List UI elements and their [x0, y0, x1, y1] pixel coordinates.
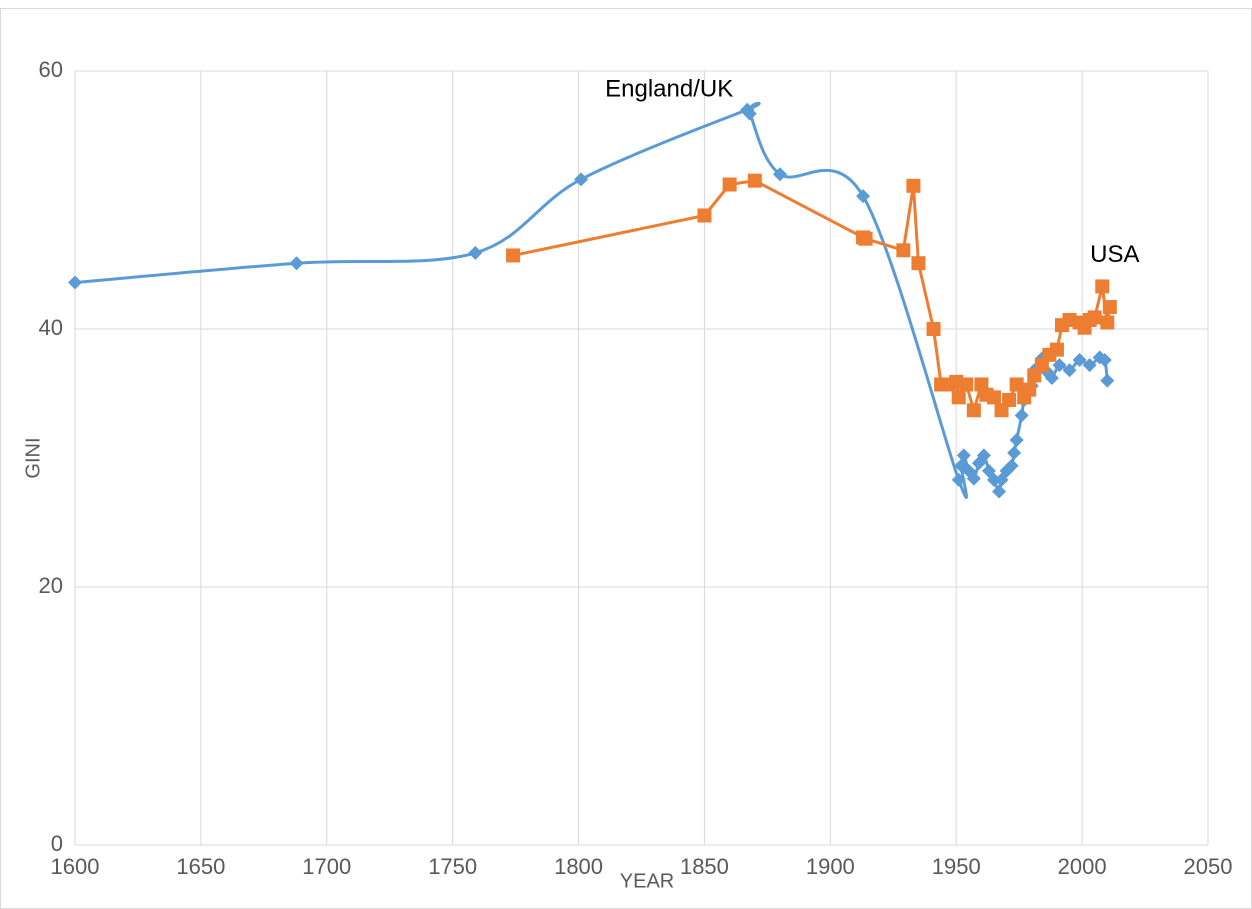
data-point	[1062, 363, 1077, 378]
data-point	[1097, 352, 1112, 367]
y-tick-label: 60	[39, 57, 63, 82]
chart-frame	[0, 8, 1252, 909]
data-point	[986, 472, 1001, 487]
data-point	[1102, 300, 1117, 315]
data-point	[976, 448, 991, 463]
data-point	[856, 189, 871, 204]
data-point	[966, 403, 981, 418]
annotation: England/UK	[605, 76, 733, 103]
data-point	[1014, 408, 1029, 423]
x-tick-label: 1950	[932, 854, 981, 879]
data-point	[697, 208, 712, 223]
data-point	[951, 472, 966, 487]
data-point	[68, 275, 82, 290]
data-point	[926, 322, 941, 336]
x-tick-label: 1750	[428, 854, 477, 879]
y-axis-title: GINI	[22, 437, 44, 478]
data-point	[1100, 315, 1115, 330]
x-tick-label: 1600	[51, 854, 100, 879]
data-point	[994, 472, 1009, 487]
data-point	[981, 463, 996, 478]
data-point	[1095, 279, 1110, 294]
data-point	[896, 243, 911, 258]
data-point	[992, 484, 1007, 499]
data-point	[1082, 358, 1097, 373]
x-tick-label: 2050	[1184, 854, 1233, 879]
data-point	[1002, 392, 1017, 407]
x-tick-label: 1850	[680, 854, 729, 879]
data-point	[911, 256, 926, 271]
data-point	[966, 471, 981, 486]
data-point	[959, 377, 974, 392]
data-point	[858, 231, 873, 246]
data-point	[906, 178, 921, 193]
data-point	[468, 245, 483, 260]
data-point	[1022, 382, 1037, 397]
series-line	[74, 101, 1109, 499]
data-point	[1004, 458, 1019, 473]
data-point	[574, 172, 589, 187]
data-point	[1009, 377, 1024, 392]
data-point	[1087, 310, 1102, 325]
data-point	[1100, 373, 1115, 388]
y-tick-label: 20	[39, 573, 63, 598]
data-point	[1007, 445, 1022, 460]
y-tick-label: 0	[51, 831, 63, 856]
x-tick-label: 1800	[554, 854, 603, 879]
data-point	[1049, 342, 1064, 357]
data-point	[986, 390, 1001, 405]
data-point	[956, 448, 971, 463]
data-point	[742, 106, 757, 121]
series-line	[512, 179, 1112, 416]
data-point	[1044, 371, 1059, 386]
x-tick-label: 1650	[176, 854, 225, 879]
data-point	[1009, 432, 1024, 447]
data-point	[772, 167, 787, 182]
x-tick-label: 1700	[302, 854, 351, 879]
data-point	[1072, 352, 1087, 367]
data-point	[951, 390, 966, 405]
data-point	[289, 256, 304, 271]
data-point	[747, 173, 762, 188]
x-axis-title: YEAR	[620, 870, 674, 892]
x-tick-label: 2000	[1058, 854, 1107, 879]
y-tick-label: 40	[39, 315, 63, 340]
annotation: USA	[1090, 241, 1139, 268]
data-point	[722, 177, 737, 192]
x-tick-label: 1900	[806, 854, 855, 879]
data-point	[506, 248, 521, 263]
